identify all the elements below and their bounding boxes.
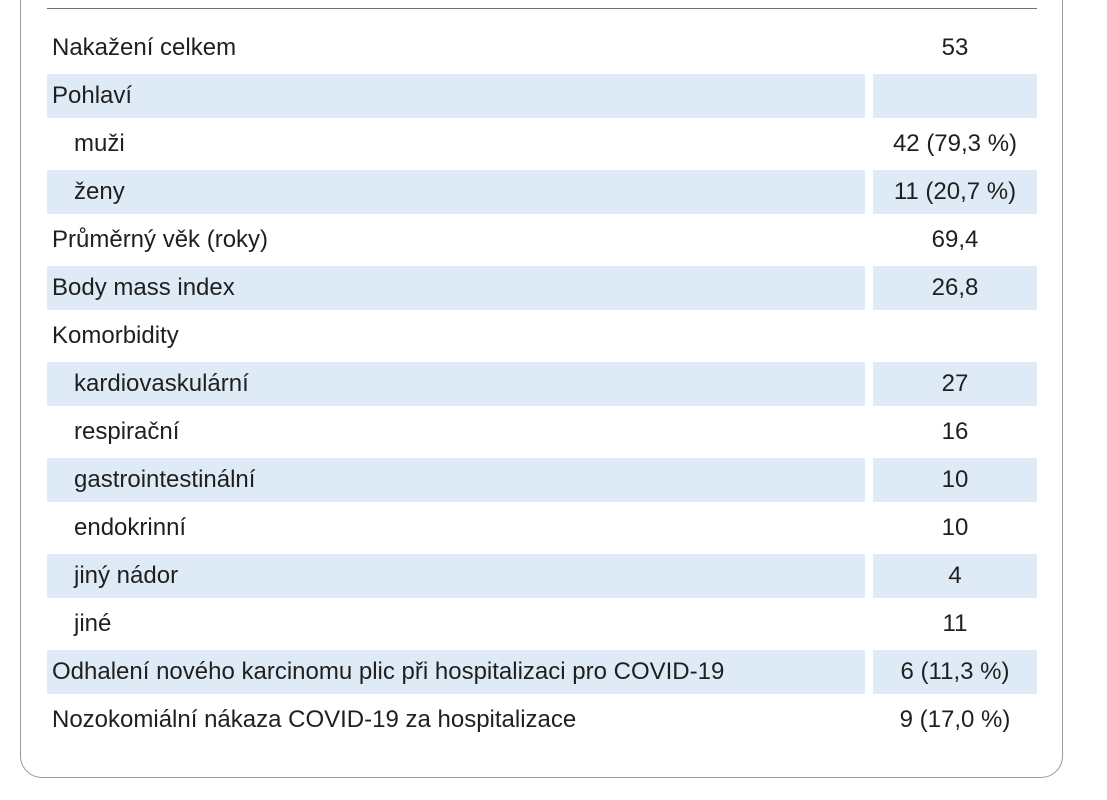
row-value: 69,4 [931,226,979,253]
row-label: Pohlaví [47,74,865,118]
table-row: Nakažení celkem 53 [47,26,1037,70]
table-row: Pohlaví [47,74,1037,118]
row-label: muži [74,130,125,157]
row-value: 53 [941,34,969,61]
table-row: jiné 11 [47,602,1037,646]
row-label: endokrinní [74,514,187,541]
row-label: Odhalení nového karcinomu plic při hospi… [47,650,865,694]
table-row: muži 42 (79,3 %) [47,122,1037,166]
table-row: Průměrný věk (roky) 69,4 [47,218,1037,262]
row-value [873,314,1037,358]
table-row: Nozokomiální nákaza COVID-19 za hospital… [47,698,1037,742]
table-row: Odhalení nového karcinomu plic při hospi… [47,650,1037,694]
row-value: 4 [873,554,1037,598]
row-label: Komorbidity [52,322,179,349]
row-value: 27 [873,362,1037,406]
table-top-rule [47,8,1037,9]
row-value: 42 (79,3 %) [892,130,1018,157]
row-value: 26,8 [873,266,1037,310]
table-row: respirační 16 [47,410,1037,454]
row-label: gastrointestinální [47,458,865,502]
row-value: 11 [942,610,968,637]
row-label: jiné [74,610,112,637]
row-label: respirační [74,418,180,445]
table-row: ženy 11 (20,7 %) [47,170,1037,214]
patient-characteristics-table: Nakažení celkem 53 Pohlaví muži 42 (79,3… [47,26,1037,746]
row-value: 6 (11,3 %) [873,650,1037,694]
row-label: Nozokomiální nákaza COVID-19 za hospital… [52,706,577,733]
row-value: 11 (20,7 %) [873,170,1037,214]
row-label: jiný nádor [47,554,865,598]
table-row: endokrinní 10 [47,506,1037,550]
row-label: Nakažení celkem [52,34,237,61]
table-row: Body mass index 26,8 [47,266,1037,310]
row-label: ženy [47,170,865,214]
row-label: Body mass index [47,266,865,310]
row-value [873,74,1037,118]
table-row: gastrointestinální 10 [47,458,1037,502]
row-value: 10 [873,458,1037,502]
table-row: Komorbidity [47,314,1037,358]
row-value: 9 (17,0 %) [899,706,1011,733]
row-label: Průměrný věk (roky) [52,226,269,253]
table-row: jiný nádor 4 [47,554,1037,598]
table-row: kardiovaskulární 27 [47,362,1037,406]
row-label: kardiovaskulární [47,362,865,406]
row-value: 16 [941,418,969,445]
row-value: 10 [941,514,969,541]
